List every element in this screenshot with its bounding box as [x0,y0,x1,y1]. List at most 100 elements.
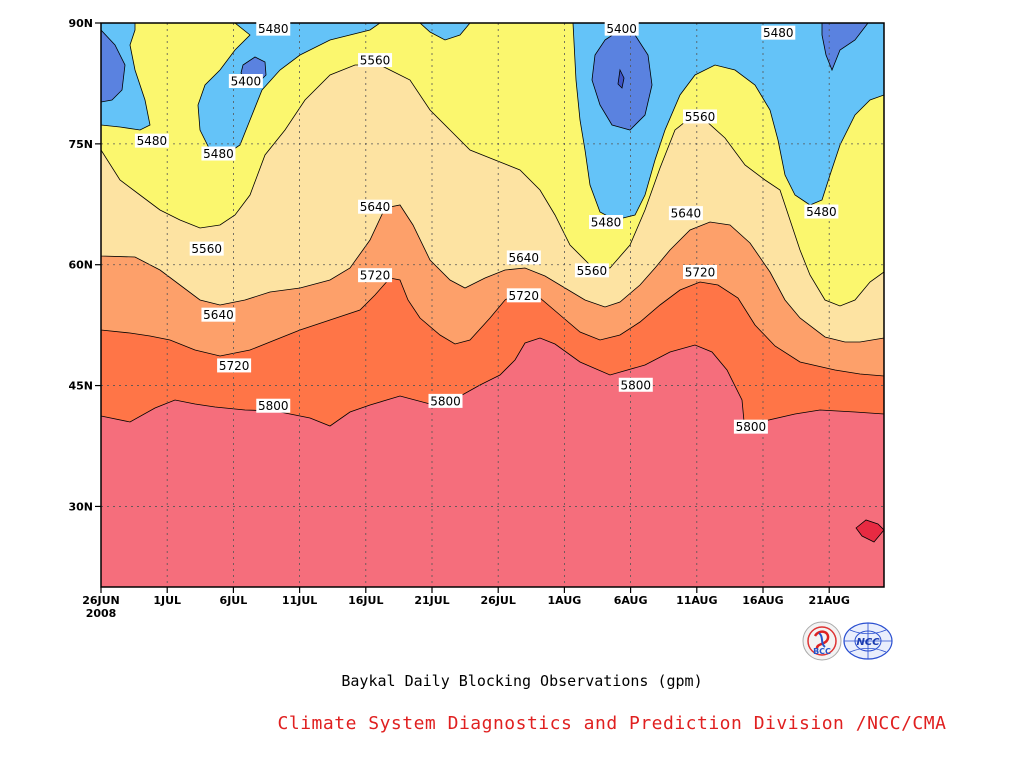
contour-label-bg [618,377,653,392]
contour-label-text: 5720 [509,289,540,303]
band-below-5400-east-core [617,68,625,89]
band-5480-5560 [101,23,884,307]
contour-label: 5640 [506,250,541,265]
x-tick-label: 6AUG [614,594,648,607]
contour-label-text: 5720 [685,265,716,279]
x-tick-label: 1AUG [548,594,582,607]
contour-label-text: 5480 [203,147,234,161]
contour-label: 5480 [761,25,796,40]
contour-label: 5720 [358,268,393,283]
contour-label: 5800 [733,419,768,434]
contour-label: 5640 [358,199,393,214]
contour-label: 5560 [189,241,224,256]
y-tick-label: 60N [68,259,93,272]
contour-label-bg [189,241,224,256]
x-tick-label: 21JUL [414,594,449,607]
contour-label-text: 5480 [591,216,622,230]
contour-label-text: 5400 [231,75,262,89]
contour-label-bg [428,393,463,408]
contour-label: 5640 [201,307,236,322]
contour-label-text: 5560 [685,110,716,124]
x-tick-label: 1JUL [153,594,181,607]
contour-label: 5640 [668,206,703,221]
x-tick-label: 26JUL [481,594,516,607]
bcc-logo-text: BCC [813,647,831,656]
contour-label-bg [733,419,768,434]
contour-label-bg [574,263,609,278]
ncc-logo-text: NCC [856,637,880,648]
contour-label: 5800 [618,377,653,392]
contour-label: 5560 [358,53,393,68]
contour-label-bg [682,264,717,279]
x-tick-label: 26JUN [82,594,120,607]
contour-label: 5480 [589,215,624,230]
contour-label: 5720 [217,358,252,373]
contour-label-text: 5560 [577,264,608,278]
contour-label-text: 5800 [621,378,652,392]
x-axis: 26JUN 1JUL 6JUL 11JUL 16JUL 21JUL 26JUL 1AUG 6AU… [82,587,850,620]
contour-label-text: 5400 [606,22,637,36]
plot-frame [100,22,885,588]
contour-label-text: 5640 [360,200,391,214]
contour-label-bg [506,250,541,265]
contour-label: 5480 [804,204,839,219]
contour-label-text: 5480 [137,134,168,148]
band-below-5400-ne [821,23,869,72]
contour-label: 5400 [604,21,639,36]
contour-label: 5560 [682,109,717,124]
contour-label: 5480 [256,21,291,36]
contour-label-text: 5800 [736,420,767,434]
contour-label-text: 5560 [191,242,222,256]
credit-line: Climate System Diagnostics and Predictio… [277,713,947,734]
contour-label-text: 5480 [806,205,837,219]
contour-label-bg [201,146,236,161]
y-tick-label: 90N [68,17,93,30]
contour-label: 5800 [428,393,463,408]
contour-label: 5800 [256,398,291,413]
band-peak [855,519,884,543]
x-tick-label: 6JUL [220,594,248,607]
contour-label-bg [228,74,263,89]
x-tick-label: 11AUG [676,594,717,607]
contour-label-bg [358,268,393,283]
x-tick-label: 21AUG [808,594,849,607]
x-tick-label: 16AUG [742,594,783,607]
x-year-label: 2008 [86,607,117,620]
contour-label-bg [761,25,796,40]
x-tick-label: 11JUL [282,594,317,607]
chart-title: Baykal Daily Blocking Observations (gpm) [341,672,703,690]
contour-label-bg [256,21,291,36]
contour-label-bg [256,398,291,413]
contour-label-bg [358,53,393,68]
contour-label-bg [217,358,252,373]
contour-label-text: 5640 [203,308,234,322]
band-below-5400-west [101,29,126,103]
ncc-logo-icon: NCC [843,622,893,660]
contour-labels: 5480 5400 5560 5480 5480 5560 5640 5640 5720 5720… [134,21,839,434]
band-5400-5480-top-mid [419,23,471,41]
contour-label: 5480 [201,146,236,161]
contour-label-bg [668,206,703,221]
contour-label-text: 5480 [763,26,794,40]
contour-label-text: 5560 [360,54,391,68]
contour-label: 5400 [228,74,263,89]
y-tick-label: 30N [68,500,93,513]
y-tick-label: 75N [68,138,93,151]
grid-lines [101,23,884,587]
contour-label: 5720 [506,288,541,303]
contour-label-bg [134,133,169,148]
band-5400-5480-east [572,23,884,221]
y-tick-label: 45N [68,380,93,393]
contour-label-text: 5640 [671,207,702,221]
contour-label-text: 5640 [509,251,540,265]
contour-label: 5480 [134,133,169,148]
contour-label-text: 5480 [258,22,289,36]
contour-label-bg [604,21,639,36]
contour-label-bg [358,199,393,214]
contour-label: 5720 [682,264,717,279]
contour-label-bg [682,109,717,124]
contour-label-text: 5800 [258,399,289,413]
contour-label-text: 5800 [430,394,461,408]
y-axis: 30N 45N 60N 75N 90N [68,17,101,513]
